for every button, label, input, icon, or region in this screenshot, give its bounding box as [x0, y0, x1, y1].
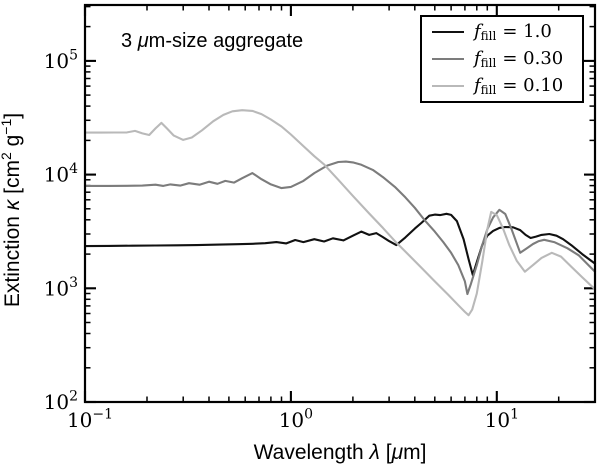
legend-entry-ffill-1.0: ffill = 1.0 [422, 19, 582, 46]
legend-line-swatch [432, 58, 464, 60]
legend-var: f [474, 75, 481, 96]
legend-entry-ffill-0.30: ffill = 0.30 [422, 46, 582, 73]
legend: ffill = 1.0 ffill = 0.30 ffill = 0.10 [420, 15, 584, 103]
legend-value: = 0.10 [502, 75, 564, 96]
plot-frame [83, 3, 597, 404]
y-tick-label: 105 [44, 47, 78, 73]
x-tick-label: 100 [279, 407, 313, 433]
curve-f-fill-1.0 [83, 212, 597, 277]
legend-label: ffill = 1.0 [474, 21, 552, 43]
y-axis-label: Extinction κ [cm2 g−1] [0, 113, 24, 307]
legend-value: = 1.0 [502, 21, 552, 42]
curve-f-fill-0.10 [83, 109, 597, 317]
plot-title-annotation: 3 μm-size aggregate [121, 30, 304, 52]
x-tick-label: 10−1 [67, 407, 113, 433]
legend-subscript: fill [480, 29, 497, 43]
legend-var: f [474, 21, 481, 42]
curve-f-fill-0.30 [83, 160, 597, 296]
y-tick-label: 103 [44, 275, 78, 301]
legend-subscript: fill [480, 83, 497, 97]
legend-label: ffill = 0.10 [474, 75, 564, 97]
legend-entry-ffill-0.10: ffill = 0.10 [422, 73, 582, 100]
legend-label: ffill = 0.30 [474, 48, 564, 70]
legend-line-swatch [432, 31, 464, 33]
legend-var: f [474, 48, 481, 69]
legend-line-swatch [432, 85, 464, 87]
x-axis-label: Wavelength λ [μm] [254, 441, 427, 464]
legend-value: = 0.30 [502, 48, 564, 69]
legend-subscript: fill [480, 56, 497, 70]
x-tick-label: 101 [485, 407, 519, 433]
y-tick-label: 104 [44, 161, 78, 187]
curves [83, 109, 597, 317]
